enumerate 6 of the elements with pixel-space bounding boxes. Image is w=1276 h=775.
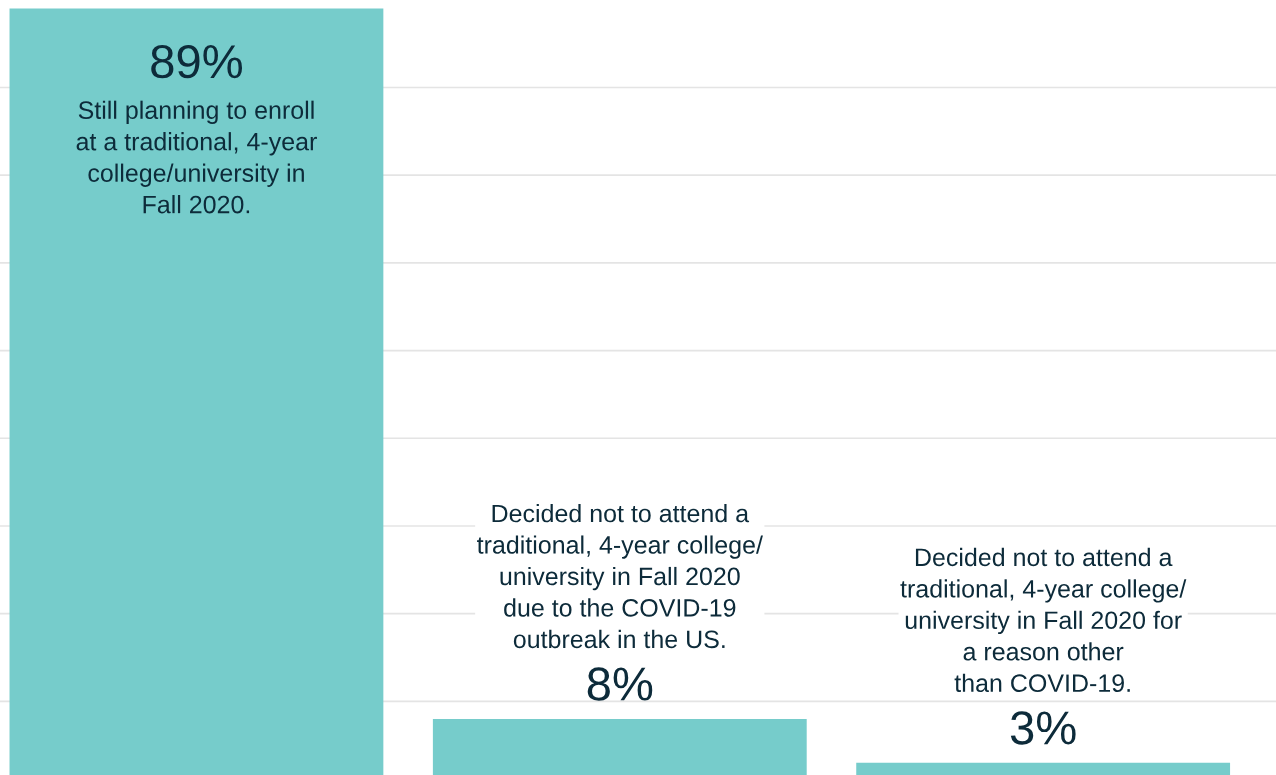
x-tick-label: Still planning to enroll at a traditional, 4-year college/university in Fall 2020. (76, 100, 317, 214)
data-label: 8% (587, 667, 653, 701)
data-label: 3% (1010, 711, 1076, 745)
data-label: 89% (151, 44, 243, 79)
x-tick-label: Decided not to attend a traditional, 4-year college/ university in Fall 2020 for a reason other than COVID-19. (900, 547, 1187, 693)
x-tick-label: Decided not to attend a traditional, 4-year college/ university in Fall 2020 due to the COVID-19 outbreak in the US. (477, 503, 763, 649)
